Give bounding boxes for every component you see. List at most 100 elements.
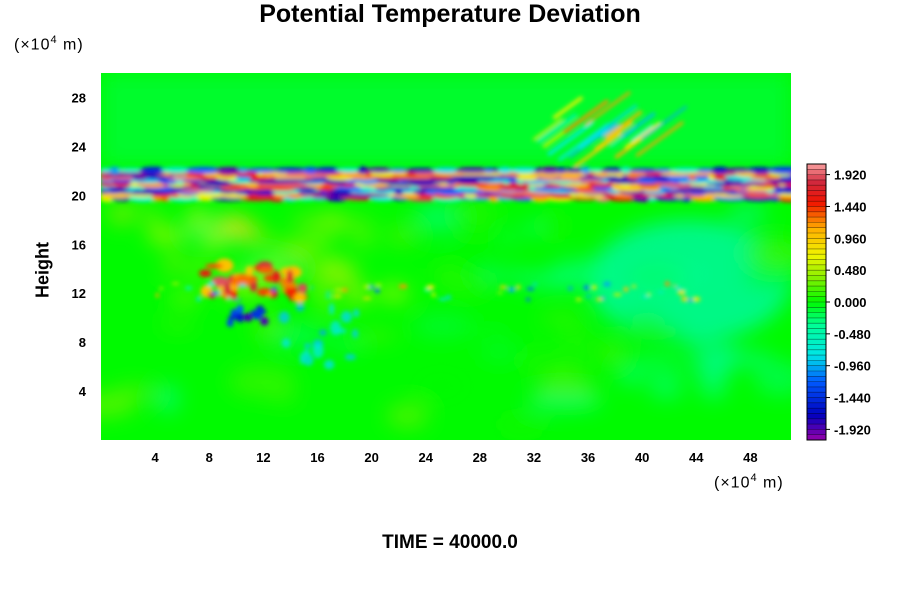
tropopause-speckle bbox=[212, 291, 219, 296]
convective-cell bbox=[271, 270, 282, 284]
y-axis-unit: (×104 m) bbox=[14, 34, 84, 54]
cool-plume bbox=[352, 329, 359, 339]
convective-cell bbox=[228, 290, 238, 300]
colorbar-tick-label: 0.000 bbox=[834, 295, 867, 310]
band-cold-streak bbox=[386, 182, 440, 186]
y-tick-label: 28 bbox=[72, 90, 86, 105]
tropopause-speckle bbox=[438, 297, 447, 301]
colorbar-segment bbox=[807, 328, 826, 335]
band-cell bbox=[669, 167, 703, 174]
band-cell bbox=[486, 181, 504, 188]
soft-patch bbox=[754, 360, 791, 396]
x-tick-label: 28 bbox=[473, 450, 487, 465]
soft-patch bbox=[443, 236, 502, 246]
soft-patch bbox=[452, 198, 500, 230]
soft-patch bbox=[649, 380, 685, 400]
band-highlight bbox=[269, 174, 331, 178]
wave-streak bbox=[563, 99, 609, 134]
cool-plume bbox=[281, 338, 291, 348]
y-axis-ticks: 4 8 12 16 20 24 28 bbox=[72, 90, 87, 399]
colorbar-segment bbox=[807, 408, 826, 414]
tropopause-speckle bbox=[516, 284, 521, 290]
cold-cell bbox=[250, 310, 256, 318]
colorbar-tick-label: -1.440 bbox=[834, 391, 871, 406]
convective-cell bbox=[249, 280, 258, 292]
cool-plume bbox=[323, 359, 335, 370]
band-cell bbox=[237, 167, 249, 173]
band-cold-streak bbox=[418, 187, 446, 191]
soft-patch bbox=[562, 330, 594, 350]
colorbar-segment bbox=[807, 434, 826, 441]
tropopause-speckle bbox=[362, 297, 372, 300]
soft-patch bbox=[597, 341, 625, 366]
band-highlight bbox=[179, 189, 216, 193]
colorbar: 1.920 1.440 0.960 0.480 0.000 -0.480 -0.960 -1.… bbox=[806, 163, 871, 441]
colorbar-segment bbox=[807, 339, 826, 345]
band-highlight bbox=[166, 177, 204, 181]
soft-patch bbox=[614, 312, 666, 324]
band-cell bbox=[586, 181, 619, 187]
soft-patch bbox=[412, 369, 470, 402]
cool-plume bbox=[295, 302, 305, 312]
tropopause-speckle bbox=[332, 295, 342, 298]
x-tick: 24 bbox=[418, 450, 433, 465]
x-tick-label: 12 bbox=[256, 450, 270, 465]
convective-cell bbox=[253, 265, 261, 271]
band-cell bbox=[404, 168, 440, 173]
band-cold-streak bbox=[673, 189, 733, 193]
band-cell bbox=[432, 167, 461, 174]
colorbar-segment bbox=[807, 238, 826, 245]
tropopause-speckle bbox=[691, 296, 701, 302]
wave-streak bbox=[594, 121, 634, 151]
colorbar-segment bbox=[807, 201, 826, 207]
convective-cell bbox=[293, 292, 306, 304]
tropopause-speckle bbox=[171, 282, 180, 285]
y-unit-prefix: (×10 bbox=[14, 36, 51, 54]
warm-patch bbox=[113, 210, 129, 225]
band-cell bbox=[636, 177, 660, 184]
band-cell bbox=[702, 185, 728, 191]
cold-cell bbox=[260, 316, 269, 326]
colorbar-segment bbox=[807, 376, 826, 383]
x-tick: 32 bbox=[527, 450, 541, 465]
warm-patch bbox=[141, 221, 159, 228]
colorbar-segment bbox=[807, 386, 826, 393]
colorbar-tick-label: 0.480 bbox=[834, 263, 867, 278]
x-tick: 16 bbox=[310, 450, 324, 465]
cool-region bbox=[588, 219, 791, 343]
colorbar-tick-label: 1.440 bbox=[834, 199, 867, 214]
x-unit-suffix: m) bbox=[757, 474, 784, 492]
colorbar-segment bbox=[807, 344, 826, 351]
tropopause-speckle bbox=[672, 284, 677, 287]
tropopause-speckle bbox=[267, 292, 272, 298]
x-tick-label: 8 bbox=[206, 450, 213, 465]
cold-cell bbox=[227, 315, 239, 320]
band-highlight bbox=[569, 190, 612, 194]
soft-patch bbox=[515, 347, 591, 375]
colorbar-segment bbox=[807, 270, 826, 276]
tropopause-speckle bbox=[280, 288, 286, 292]
colorbar-segment bbox=[807, 381, 826, 388]
convective-cell bbox=[257, 266, 275, 274]
cold-cell bbox=[230, 308, 238, 318]
tropopause-speckle bbox=[238, 283, 247, 288]
wave-streak bbox=[573, 132, 622, 168]
colorbar-segment bbox=[807, 317, 826, 324]
wave-streak bbox=[558, 123, 610, 162]
tropopause-speckle bbox=[155, 292, 159, 298]
warm-patch bbox=[321, 213, 345, 228]
colorbar-segment bbox=[807, 413, 826, 420]
band-cell bbox=[215, 166, 244, 174]
colorbar-segment bbox=[807, 291, 826, 298]
band-cell bbox=[191, 191, 227, 199]
convective-cell bbox=[286, 269, 294, 284]
band-cell bbox=[652, 171, 664, 176]
tropopause-speckle bbox=[432, 292, 436, 298]
colorbar-segment bbox=[807, 323, 826, 330]
colorbar-segment bbox=[807, 248, 826, 255]
band-cell bbox=[108, 166, 121, 174]
band-cold-streak bbox=[192, 183, 234, 187]
colorbar-segment bbox=[807, 169, 826, 176]
soft-patch bbox=[158, 316, 197, 333]
colorbar-segment bbox=[807, 397, 826, 404]
